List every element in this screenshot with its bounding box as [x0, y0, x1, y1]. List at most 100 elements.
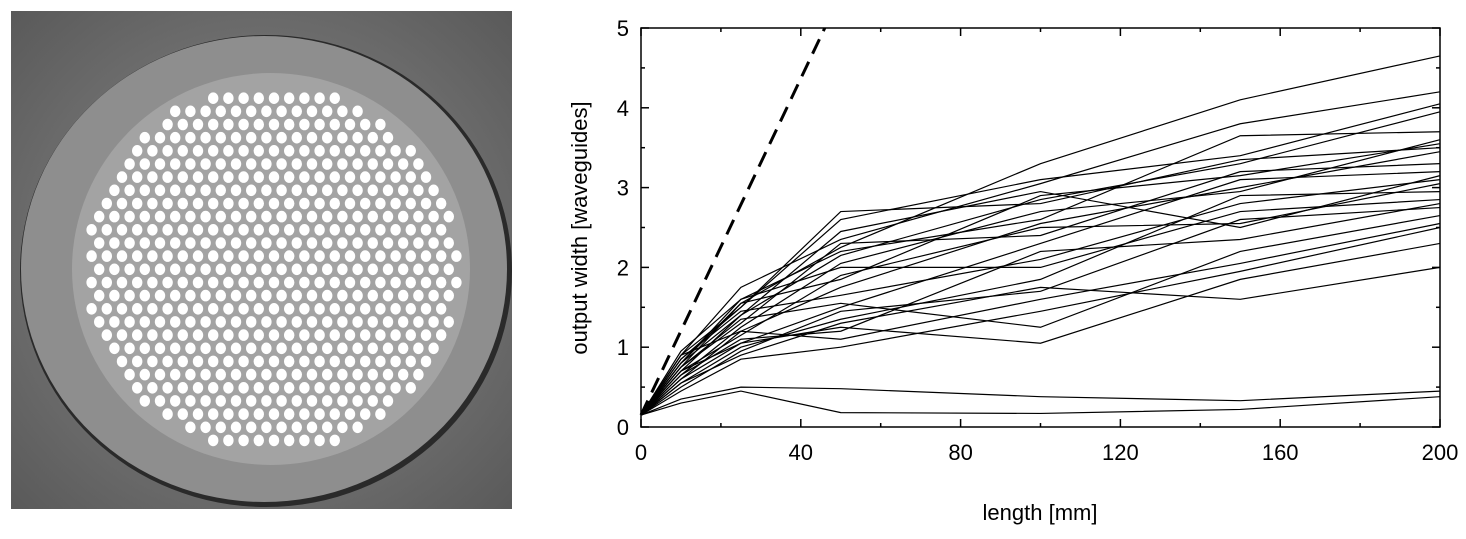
waveguide-core: [132, 382, 143, 394]
waveguide-core: [230, 210, 242, 223]
waveguide-core: [238, 408, 249, 420]
waveguide-core: [192, 276, 204, 289]
waveguide-core: [329, 276, 340, 289]
waveguide-core: [436, 303, 447, 315]
waveguide-core: [215, 210, 226, 223]
waveguide-core: [284, 197, 295, 210]
waveguide-core: [147, 329, 158, 341]
waveguide-core: [284, 250, 295, 262]
waveguide-core: [268, 355, 280, 368]
waveguide-core: [124, 368, 135, 381]
series-line-15: [640, 202, 1441, 416]
waveguide-core: [223, 276, 234, 289]
waveguide-core: [238, 92, 249, 104]
waveguide-core: [314, 224, 325, 236]
waveguide-core: [352, 263, 363, 276]
x-tick-label: 0: [635, 440, 647, 465]
waveguide-core: [200, 158, 211, 170]
waveguide-core: [299, 408, 310, 420]
waveguide-core: [116, 224, 128, 236]
waveguide-core: [436, 276, 447, 289]
waveguide-core: [86, 276, 97, 289]
waveguide-core: [139, 395, 150, 407]
waveguide-core: [405, 224, 416, 236]
waveguide-core: [246, 184, 257, 197]
waveguide-cores: [86, 92, 462, 447]
waveguide-core: [390, 224, 401, 236]
waveguide-core: [306, 131, 318, 144]
waveguide-core: [94, 210, 105, 223]
axis-ticks: 0 40 80 120 160 200 0 1 2 3 4 5: [617, 16, 1459, 465]
waveguide-core: [261, 184, 272, 197]
waveguide-core: [276, 184, 287, 197]
waveguide-core: [314, 171, 325, 183]
waveguide-core: [405, 329, 416, 341]
waveguide-core: [291, 158, 302, 170]
waveguide-core: [360, 197, 371, 210]
waveguide-core: [405, 303, 416, 315]
waveguide-core: [352, 342, 363, 355]
waveguide-core: [177, 118, 188, 131]
waveguide-core: [413, 289, 424, 302]
waveguide-core: [284, 408, 295, 420]
waveguide-core: [162, 224, 173, 236]
waveguide-core: [230, 263, 242, 276]
waveguide-core: [337, 237, 348, 249]
series-line-18: [640, 222, 1441, 416]
waveguide-core: [284, 329, 295, 341]
waveguide-core: [261, 395, 272, 407]
waveguide-core: [276, 395, 287, 407]
waveguide-core: [352, 316, 363, 328]
waveguide-core: [299, 250, 310, 262]
waveguide-core: [306, 263, 318, 276]
waveguide-core: [268, 118, 280, 131]
waveguide-core: [147, 382, 158, 394]
waveguide-core: [344, 118, 356, 131]
waveguide-core: [154, 210, 166, 223]
waveguide-core: [261, 158, 272, 170]
waveguide-core: [147, 197, 158, 210]
waveguide-core: [276, 210, 287, 223]
waveguide-core: [367, 342, 378, 355]
waveguide-core: [299, 329, 310, 341]
waveguide-core: [329, 434, 340, 447]
waveguide-core: [291, 368, 302, 381]
waveguide-core: [200, 210, 211, 223]
x-tick-label: 200: [1422, 440, 1459, 465]
waveguide-core: [382, 263, 394, 276]
series-line-16: [640, 206, 1441, 416]
waveguide-core: [299, 382, 310, 394]
waveguide-core: [314, 197, 325, 210]
waveguide-core: [124, 289, 135, 302]
waveguide-core: [116, 197, 128, 210]
waveguide-core: [329, 382, 340, 394]
waveguide-core: [154, 395, 166, 407]
waveguide-core: [322, 421, 333, 434]
waveguide-core: [215, 237, 226, 249]
waveguide-core: [246, 368, 257, 381]
waveguide-core: [299, 303, 310, 315]
waveguide-core: [276, 368, 287, 381]
waveguide-core: [291, 184, 302, 197]
waveguide-core: [132, 276, 143, 289]
waveguide-core: [390, 250, 401, 262]
waveguide-core: [268, 382, 280, 394]
waveguide-core: [375, 355, 386, 368]
series-line-22: [640, 147, 1441, 416]
waveguide-core: [238, 276, 249, 289]
waveguide-core: [215, 316, 226, 328]
waveguide-core: [253, 118, 264, 131]
waveguide-core: [208, 382, 219, 394]
waveguide-core: [420, 250, 432, 262]
waveguide-core: [246, 395, 257, 407]
waveguide-core: [261, 263, 272, 276]
waveguide-core: [360, 355, 371, 368]
waveguide-core: [139, 289, 150, 302]
waveguide-core: [382, 289, 394, 302]
waveguide-core: [337, 316, 348, 328]
y-axis-title: output width [waveguides]: [567, 101, 592, 354]
waveguide-core: [390, 171, 401, 183]
waveguide-core: [154, 184, 166, 197]
waveguide-core: [291, 210, 302, 223]
waveguide-core: [306, 184, 318, 197]
